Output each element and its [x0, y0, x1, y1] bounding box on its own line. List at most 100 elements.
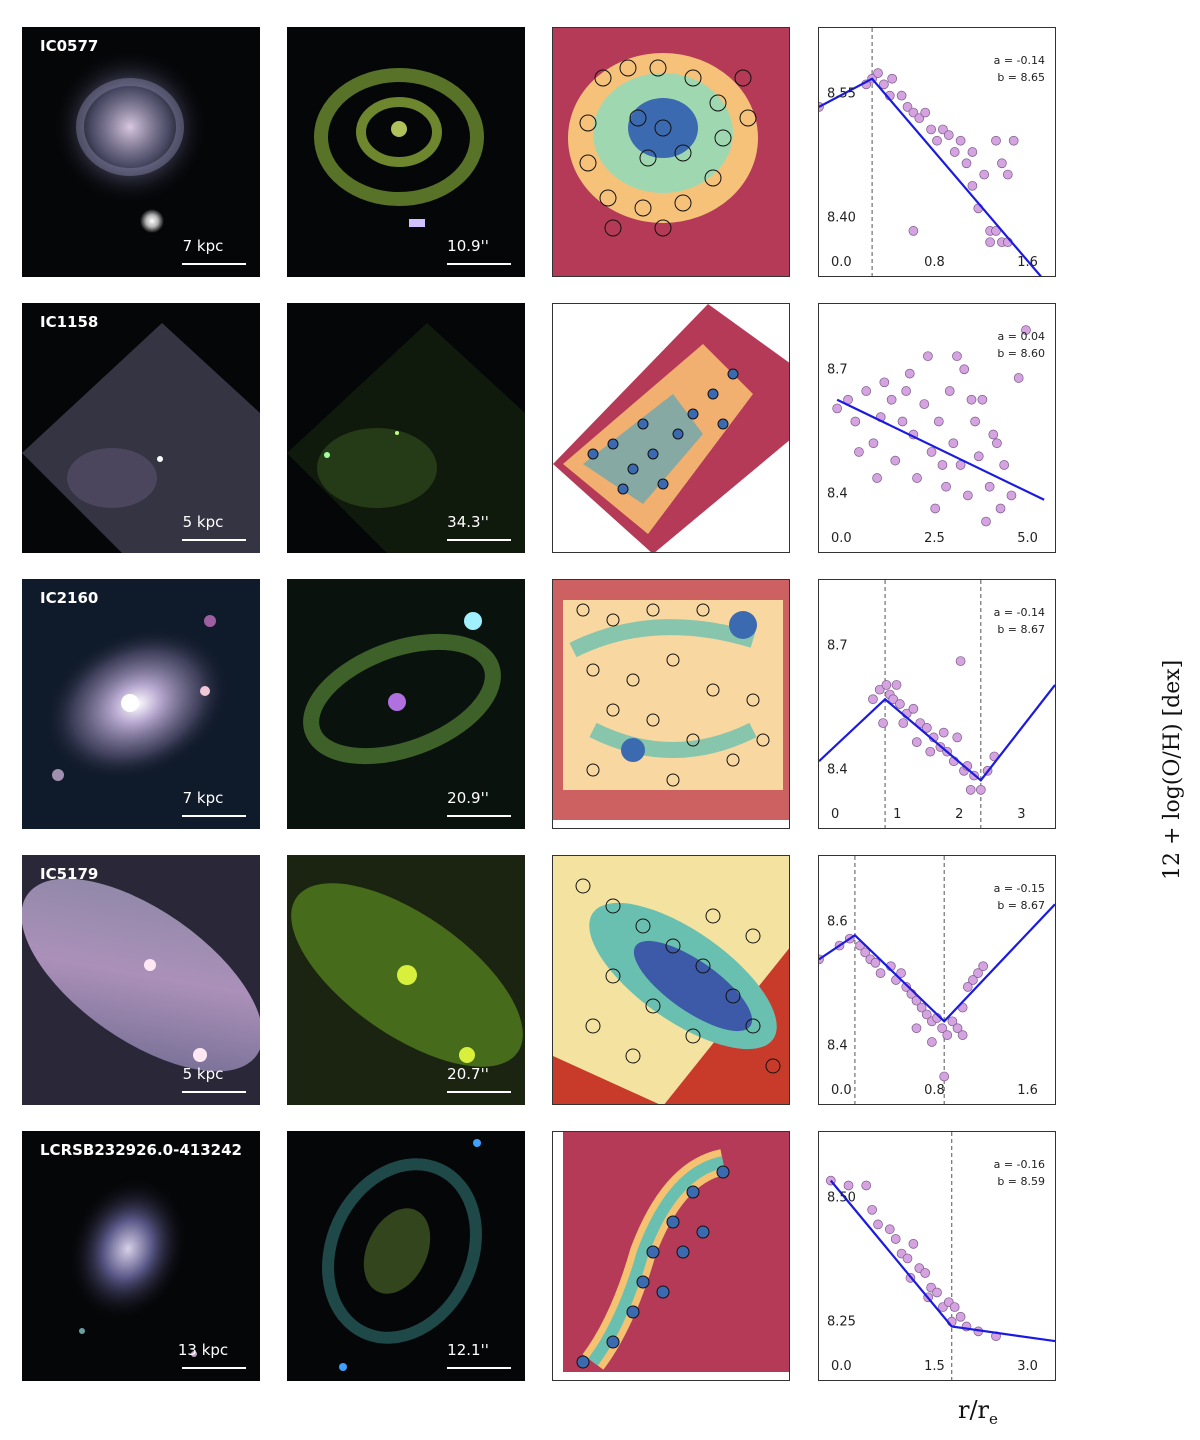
y-tick-label: 8.40: [827, 210, 856, 225]
x-tick-label: 0.0: [831, 1359, 852, 1374]
data-point: [891, 680, 902, 690]
data-point: [901, 982, 912, 992]
data-point: [879, 377, 890, 388]
physical-scale-label: 5 kpc: [182, 1065, 224, 1083]
data-point: [995, 503, 1006, 514]
galaxy-name: IC5179: [40, 865, 99, 883]
fit-intercept-label: b = 8.67: [997, 623, 1045, 636]
rgb-drawing: [22, 323, 260, 553]
gradient-chart: 8.7 8.4 0 1 2 3 a = -0.14 b = 8.67: [818, 580, 1056, 828]
data-point: [999, 460, 1010, 470]
y-tick-label: 8.7: [827, 362, 848, 377]
y-tick-label: 8.4: [827, 486, 848, 501]
gradient-chart: 8.50 8.25 0.0 1.5 3.0 a = -0.16 b = 8.59: [825, 1132, 1056, 1380]
data-point: [988, 429, 999, 440]
data-point: [896, 90, 907, 101]
data-point: [860, 947, 871, 958]
data-point: [874, 684, 885, 695]
data-point: [911, 995, 922, 1006]
data-point: [952, 1023, 963, 1034]
data-point: [843, 1180, 854, 1191]
scale-bar: [447, 815, 511, 817]
rgb-image-2: IC2160 7 kpc: [22, 579, 260, 829]
data-point: [966, 394, 977, 405]
x-tick-label: 2.5: [924, 531, 945, 546]
x-tick-label: 0: [831, 807, 839, 822]
scale-bar: [447, 1367, 511, 1369]
data-point: [949, 147, 960, 157]
map-drawing: [553, 856, 789, 1104]
data-point: [888, 694, 899, 705]
fit-slope-label: a = -0.14: [994, 606, 1045, 619]
data-point: [911, 737, 922, 748]
x-tick-label: 3: [1017, 807, 1025, 822]
data-point: [957, 1030, 968, 1040]
data-point: [962, 982, 973, 992]
data-point: [984, 481, 995, 492]
data-point: [963, 490, 973, 501]
x-tick-label: 0.0: [831, 1083, 852, 1098]
angular-scale-label: 34.3'': [447, 513, 489, 531]
data-point: [884, 1224, 895, 1235]
data-point: [908, 226, 919, 236]
angular-scale-label: 10.9'': [447, 237, 489, 255]
gradient-plot-2: 8.7 8.4 0 1 2 3 a = -0.14 b = 8.67: [818, 579, 1056, 829]
data-point: [1002, 169, 1013, 180]
gradient-plot-0: 8.55 8.40 0.0 0.8 1.6 a = -0.14 b = 8.65: [814, 27, 1056, 294]
data-point: [955, 1311, 966, 1322]
data-point: [867, 1204, 877, 1215]
x-axis-label: r/re: [958, 1396, 998, 1428]
data-point: [904, 368, 915, 379]
data-point: [908, 1238, 919, 1249]
data-point: [991, 226, 1001, 236]
data-point: [881, 680, 892, 690]
abundance-map-1: [552, 303, 790, 553]
data-point: [922, 722, 932, 733]
data-point: [902, 1253, 913, 1264]
x-tick-label: 2: [955, 807, 963, 822]
data-point: [968, 975, 978, 985]
gradient-chart: 8.55 8.40 0.0 0.8 1.6 a = -0.14 b = 8.65: [814, 28, 1056, 294]
emission-drawing: [314, 68, 484, 227]
x-tick-label: 0.0: [831, 531, 852, 546]
emission-drawing: [287, 323, 525, 553]
emission-drawing: [287, 855, 525, 1105]
gradient-plot-1: 8.7 8.4 0.0 2.5 5.0 a = 0.04 b = 8.60: [818, 303, 1056, 553]
scale-bar: [447, 1091, 511, 1093]
data-point: [868, 438, 879, 449]
data-point: [975, 784, 986, 795]
map-drawing: [553, 304, 789, 552]
data-point: [967, 147, 978, 157]
rgb-drawing: [67, 1176, 197, 1357]
emission-drawing: [322, 1139, 482, 1371]
fit-slope-label: a = -0.14: [994, 54, 1045, 67]
data-point: [925, 746, 936, 757]
abundance-map-3: [552, 855, 790, 1105]
data-point: [875, 968, 886, 978]
gradient-plot-4: 8.50 8.25 0.0 1.5 3.0 a = -0.16 b = 8.59: [818, 1131, 1056, 1381]
data-point: [979, 169, 990, 180]
data-point: [890, 455, 901, 466]
data-point: [943, 130, 954, 140]
physical-scale-label: 7 kpc: [182, 789, 224, 807]
y-tick-label: 8.7: [827, 638, 848, 653]
data-point: [926, 124, 936, 135]
galaxy-name: IC0577: [40, 37, 99, 55]
data-point: [978, 961, 989, 972]
galaxy-name: LCRSB232926.0-413242: [40, 1141, 242, 1159]
emission-image-2: 20.9'': [287, 579, 525, 829]
data-point: [981, 516, 991, 527]
data-point: [908, 107, 919, 118]
data-point: [941, 481, 951, 492]
x-tick-label: 1: [893, 807, 901, 822]
abundance-map-0: [552, 27, 790, 277]
data-point: [997, 158, 1007, 169]
scale-bar: [447, 539, 511, 541]
data-point: [854, 447, 864, 457]
fit-intercept-label: b = 8.67: [997, 899, 1045, 912]
data-point: [973, 451, 984, 462]
data-point: [914, 113, 925, 124]
abundance-map-2: [552, 579, 790, 829]
emission-image-0: 10.9'': [287, 27, 525, 277]
data-point: [937, 460, 948, 470]
